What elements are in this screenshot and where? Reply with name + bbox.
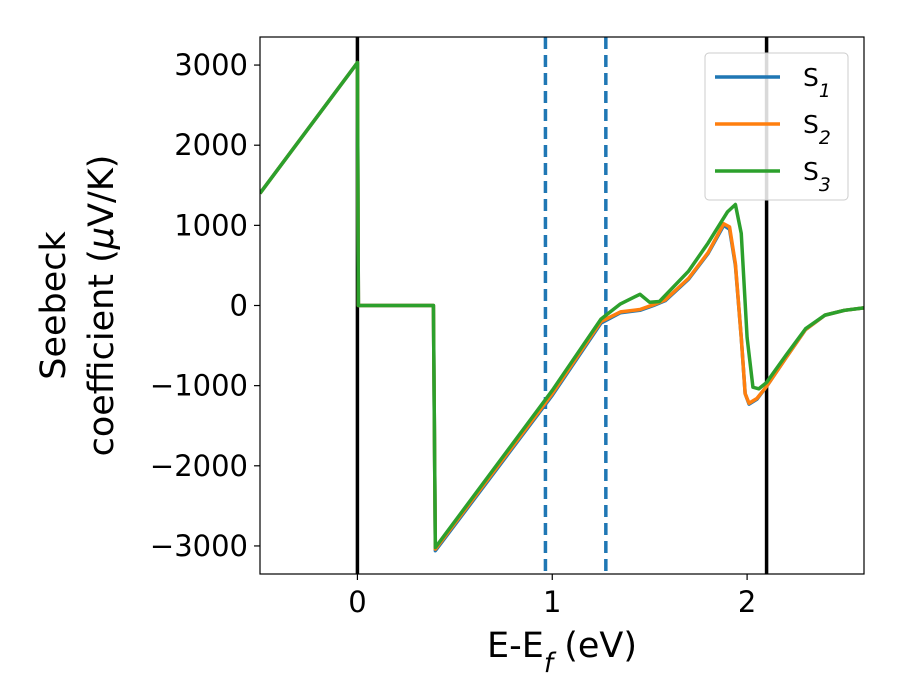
legend-label-s1: S1 <box>803 63 831 102</box>
x-tick-label: 2 <box>738 585 756 619</box>
y-axis-title-line1: Seebeck <box>34 230 74 379</box>
x-tick-label: 1 <box>543 585 561 619</box>
y-tick-label: −3000 <box>150 529 248 563</box>
legend-box <box>704 52 849 201</box>
y-axis-title-line2: coefficient (μV/K) <box>82 155 122 457</box>
y-tick-label: 3000 <box>174 48 248 82</box>
y-tick-label: 0 <box>230 289 248 323</box>
legend-label-s2: S2 <box>803 110 831 149</box>
series-line-s3 <box>260 60 864 550</box>
y-tick-label: −2000 <box>150 449 248 483</box>
x-tick-label: 0 <box>348 585 366 619</box>
x-axis-title: E-Ef (eV) <box>487 626 637 679</box>
y-tick-label: 2000 <box>174 128 248 162</box>
legend-label-s3: S3 <box>803 157 831 196</box>
y-tick-label: −1000 <box>150 369 248 403</box>
y-tick-label: 1000 <box>174 208 248 242</box>
